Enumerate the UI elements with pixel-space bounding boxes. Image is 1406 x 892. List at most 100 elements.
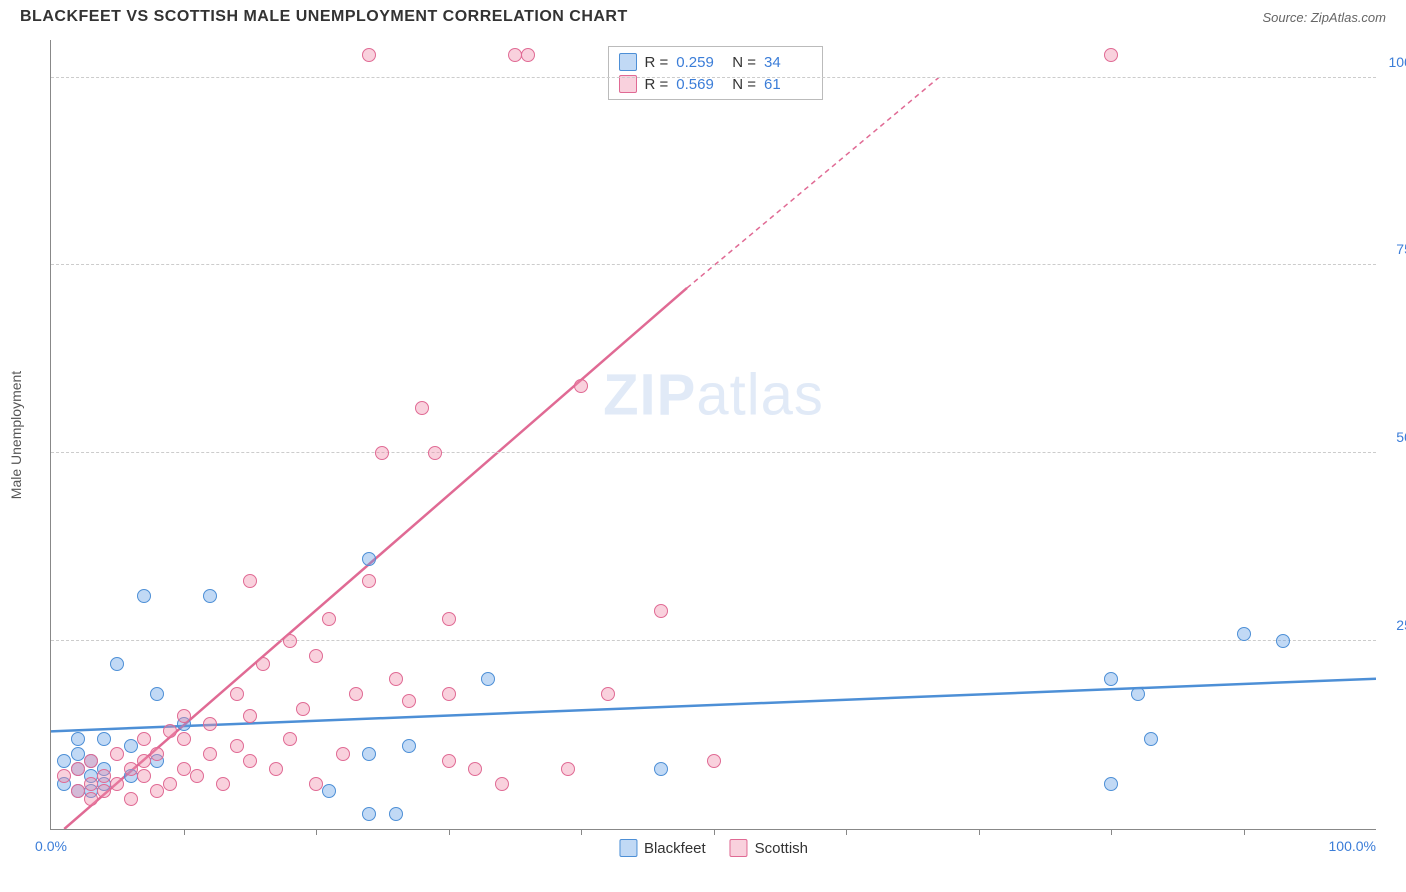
data-point xyxy=(654,762,668,776)
data-point xyxy=(1131,687,1145,701)
gridline xyxy=(51,77,1376,78)
data-point xyxy=(283,634,297,648)
data-point xyxy=(71,732,85,746)
data-point xyxy=(349,687,363,701)
data-point xyxy=(336,747,350,761)
x-tick xyxy=(581,829,582,835)
data-point xyxy=(309,777,323,791)
data-point xyxy=(508,48,522,62)
legend-swatch xyxy=(730,839,748,857)
correlation-stats-legend: R =0.259N =34R =0.569N =61 xyxy=(608,46,824,100)
data-point xyxy=(296,702,310,716)
data-point xyxy=(203,717,217,731)
data-point xyxy=(84,777,98,791)
data-point xyxy=(163,777,177,791)
x-tick-label: 0.0% xyxy=(35,838,67,854)
data-point xyxy=(309,649,323,663)
data-point xyxy=(203,589,217,603)
gridline xyxy=(51,640,1376,641)
data-point xyxy=(654,604,668,618)
data-point xyxy=(574,379,588,393)
data-point xyxy=(97,732,111,746)
data-point xyxy=(97,784,111,798)
data-point xyxy=(71,747,85,761)
data-point xyxy=(84,754,98,768)
data-point xyxy=(1104,48,1118,62)
data-point xyxy=(243,574,257,588)
data-point xyxy=(415,401,429,415)
data-point xyxy=(71,762,85,776)
data-point xyxy=(362,807,376,821)
chart-plot-area: Male Unemployment ZIPatlas R =0.259N =34… xyxy=(50,40,1376,830)
legend-label: Scottish xyxy=(755,840,808,857)
stats-row: R =0.259N =34 xyxy=(619,51,813,73)
data-point xyxy=(707,754,721,768)
data-point xyxy=(110,777,124,791)
y-axis-label: Male Unemployment xyxy=(8,370,24,498)
n-value: 61 xyxy=(764,76,812,93)
data-point xyxy=(428,446,442,460)
data-point xyxy=(561,762,575,776)
data-point xyxy=(362,574,376,588)
data-point xyxy=(362,747,376,761)
r-value: 0.259 xyxy=(676,54,724,71)
data-point xyxy=(283,732,297,746)
legend-swatch xyxy=(619,53,637,71)
data-point xyxy=(137,589,151,603)
data-point xyxy=(362,48,376,62)
data-point xyxy=(495,777,509,791)
x-tick-label: 100.0% xyxy=(1329,838,1376,854)
data-point xyxy=(521,48,535,62)
x-tick xyxy=(449,829,450,835)
data-point xyxy=(150,687,164,701)
data-point xyxy=(124,762,138,776)
data-point xyxy=(84,792,98,806)
data-point xyxy=(110,747,124,761)
n-label: N = xyxy=(732,54,756,71)
data-point xyxy=(124,739,138,753)
n-value: 34 xyxy=(764,54,812,71)
data-point xyxy=(402,739,416,753)
x-tick xyxy=(979,829,980,835)
data-point xyxy=(389,807,403,821)
data-point xyxy=(71,784,85,798)
data-point xyxy=(601,687,615,701)
data-point xyxy=(137,732,151,746)
data-point xyxy=(468,762,482,776)
data-point xyxy=(481,672,495,686)
data-point xyxy=(137,769,151,783)
data-point xyxy=(442,754,456,768)
data-point xyxy=(375,446,389,460)
data-point xyxy=(1104,777,1118,791)
data-point xyxy=(124,792,138,806)
y-tick-label: 100.0% xyxy=(1389,54,1406,70)
x-tick xyxy=(1244,829,1245,835)
data-point xyxy=(322,784,336,798)
data-point xyxy=(442,687,456,701)
data-point xyxy=(1104,672,1118,686)
data-point xyxy=(1276,634,1290,648)
data-point xyxy=(243,754,257,768)
data-point xyxy=(177,732,191,746)
legend-swatch xyxy=(619,75,637,93)
r-label: R = xyxy=(645,76,669,93)
y-tick-label: 50.0% xyxy=(1396,429,1406,445)
legend-swatch xyxy=(619,839,637,857)
data-point xyxy=(203,747,217,761)
series-legend: Blackfeet Scottish xyxy=(619,839,808,857)
x-tick xyxy=(1111,829,1112,835)
legend-label: Blackfeet xyxy=(644,840,706,857)
r-value: 0.569 xyxy=(676,76,724,93)
data-point xyxy=(190,769,204,783)
x-tick xyxy=(316,829,317,835)
data-point xyxy=(177,762,191,776)
legend-item: Scottish xyxy=(730,839,808,857)
x-tick xyxy=(184,829,185,835)
data-point xyxy=(389,672,403,686)
data-point xyxy=(163,724,177,738)
x-tick xyxy=(846,829,847,835)
gridline xyxy=(51,452,1376,453)
data-point xyxy=(57,754,71,768)
data-point xyxy=(362,552,376,566)
data-point xyxy=(269,762,283,776)
